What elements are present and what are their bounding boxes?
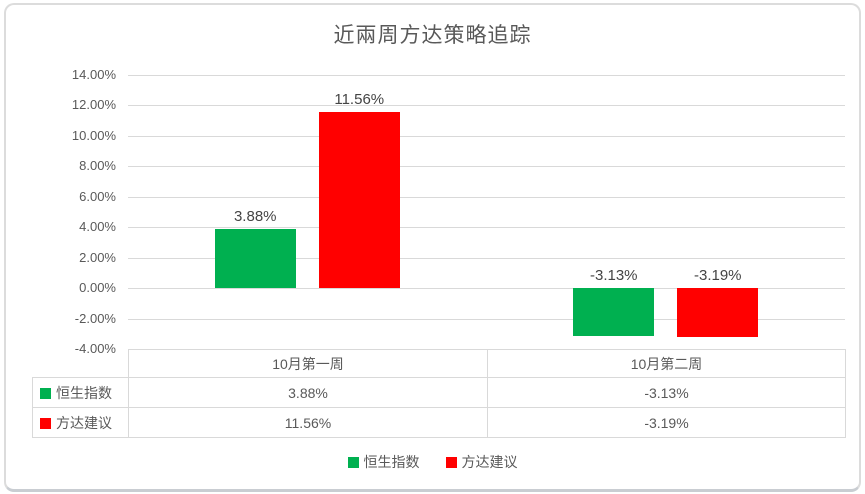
fangda-swatch-icon: [40, 417, 51, 429]
table-row-label-hang-seng: 恒生指数: [32, 377, 129, 408]
y-tick-label: 8.00%: [79, 158, 116, 174]
bar-value-label-series2-cat1: 11.56%: [334, 91, 385, 109]
table-header-week1: 10月第一周: [128, 349, 488, 378]
bar-series2-cat1: [318, 112, 400, 289]
gridline: [128, 196, 845, 198]
gridline: [128, 105, 845, 107]
data-table: 10月第一周 10月第二周 恒生指数 3.88% -3.13% 方达建议 11.…: [32, 349, 846, 438]
legend: 恒生指数 方达建议: [0, 452, 865, 472]
table-value-hang-seng-week1: 3.88%: [128, 377, 488, 408]
gridline: [128, 227, 845, 229]
y-tick-label: 4.00%: [79, 219, 116, 235]
chart-title: 近兩周方达策略追踪: [333, 24, 532, 47]
y-tick-label: 2.00%: [79, 249, 116, 265]
table-value-hang-seng-week2: -3.13%: [487, 377, 846, 408]
series-name-fangda: 方达建议: [56, 414, 112, 431]
bar-series1-cat2: [573, 288, 655, 336]
bar-value-label-series1-cat1: 3.88%: [233, 208, 277, 226]
hang-seng-swatch-icon: [40, 387, 51, 399]
legend-label-fangda: 方达建议: [461, 454, 518, 470]
gridline: [128, 288, 845, 290]
bar-value-label-series1-cat2: -3.13%: [589, 267, 638, 285]
gridline: [128, 257, 845, 259]
table-value-fangda-week1: 11.56%: [128, 407, 488, 438]
gridline: [128, 135, 845, 137]
table-header-week2: 10月第二周: [487, 349, 846, 378]
y-tick-label: 14.00%: [71, 67, 116, 82]
table-row-label-fangda: 方达建议: [32, 407, 129, 438]
legend-item-fangda: 方达建议: [445, 452, 518, 472]
bar-series1-cat1: [214, 229, 296, 289]
y-tick-label: 12.00%: [71, 97, 116, 113]
bar-series2-cat2: [677, 288, 759, 337]
y-tick-label: 10.00%: [71, 127, 116, 143]
gridline: [128, 318, 845, 320]
y-tick-label: -2.00%: [74, 310, 116, 326]
series-name-hang-seng: 恒生指数: [56, 384, 112, 401]
table-value-fangda-week2: -3.19%: [487, 407, 846, 438]
gridline: [128, 75, 845, 76]
y-tick-label: 0.00%: [79, 280, 116, 296]
legend-label-hang-seng: 恒生指数: [363, 454, 420, 470]
table-corner-cell: [33, 350, 129, 378]
y-tick-label: 6.00%: [79, 188, 116, 204]
bar-value-label-series2-cat2: -3.19%: [693, 267, 742, 285]
y-tick-label: -4.00%: [74, 341, 116, 356]
legend-item-hang-seng: 恒生指数: [347, 452, 420, 472]
legend-swatch-red-icon: [445, 456, 457, 468]
legend-swatch-green-icon: [347, 456, 359, 468]
gridline: [128, 166, 845, 168]
